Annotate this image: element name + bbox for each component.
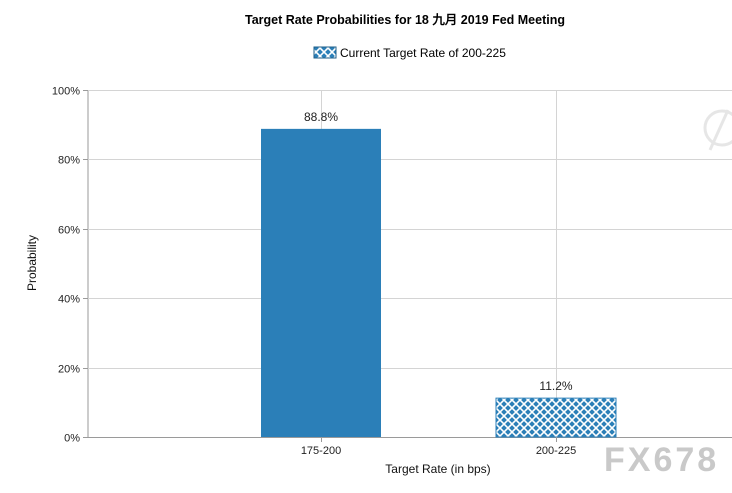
y-tick-label: 60% [58, 225, 80, 237]
x-axis-label: Target Rate (in bps) [385, 462, 490, 476]
legend-label: Current Target Rate of 200-225 [340, 46, 506, 60]
legend: Current Target Rate of 200-225 [313, 46, 506, 60]
data-label: 11.2% [539, 379, 572, 393]
data-label: 88.8% [304, 110, 338, 124]
grid [87, 90, 732, 438]
watermark-arrow-icon [708, 109, 730, 151]
y-axis-ticks: 0% 20% 40% 60% 80% 100% [52, 86, 88, 445]
y-axis-label: Probability [25, 235, 39, 291]
watermark-circle-icon [703, 109, 732, 147]
y-tick-label: 100% [52, 86, 80, 98]
y-tick-label: 80% [58, 155, 80, 167]
bar-175-200 [261, 128, 381, 437]
watermark-text: FX678 [604, 441, 719, 479]
x-tick-label: 175-200 [301, 445, 341, 457]
legend-swatch [313, 46, 337, 59]
y-tick-label: 0% [64, 433, 80, 445]
chart-title: Target Rate Probabilities for 18 九月 2019… [245, 12, 565, 27]
x-tick-label: 200-225 [536, 445, 576, 457]
watermark-logo [703, 109, 732, 151]
y-tick-label: 20% [58, 364, 80, 376]
bars: 88.8% 11.2% [261, 110, 617, 438]
y-tick-label: 40% [58, 294, 80, 306]
x-axis-ticks: 175-200 200-225 [301, 437, 576, 457]
bar-200-225 [495, 397, 617, 438]
